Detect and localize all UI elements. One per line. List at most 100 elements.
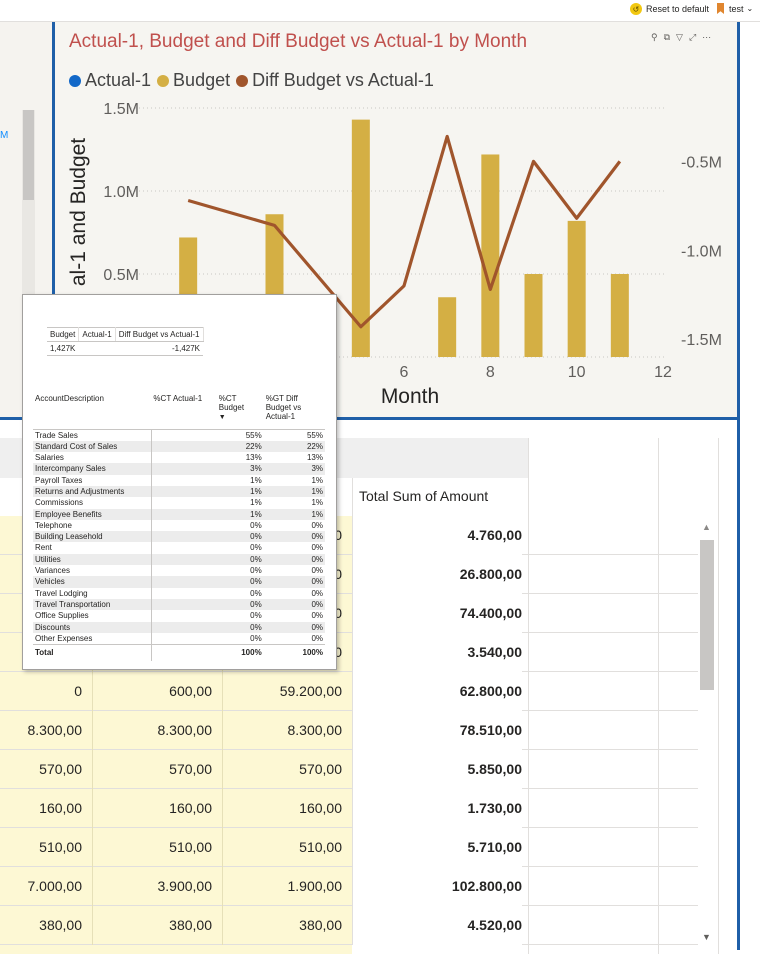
table-row[interactable]: 380,00 380,00 380,00 4.520,00	[0, 906, 698, 945]
tooltip-col-header: %GT Diff Budget vs Actual-1	[263, 393, 325, 430]
bookmark-icon	[717, 3, 724, 14]
chart-legend: Actual-1 Budget Diff Budget vs Actual-1	[69, 70, 440, 91]
percent-cell: 0%	[311, 566, 323, 576]
scroll-up-icon[interactable]: ▲	[702, 522, 711, 532]
amount-cell: 160,00	[39, 800, 82, 816]
table-row[interactable]: 570,00 570,00 570,00 5.850,00	[0, 750, 698, 789]
percent-cell: 3%	[216, 463, 264, 475]
percent-cell: 1%	[250, 498, 262, 508]
top-toolbar: ↺ Reset to default test ⌄	[0, 0, 760, 22]
percent-cell: 0%	[311, 520, 323, 530]
account-name-cell: Standard Cost of Sales	[33, 440, 152, 453]
account-name-cell: Variances	[33, 565, 152, 577]
percent-cell	[151, 565, 216, 576]
more-options-icon[interactable]: ⋯	[702, 32, 712, 42]
tooltip-table-row: Trade Sales 55% 55%	[33, 429, 325, 441]
amount-cell: 380,00	[222, 906, 342, 945]
legend-item-diff[interactable]: Diff Budget vs Actual-1	[236, 70, 434, 91]
column-header-total-sum[interactable]: Total Sum of Amount	[352, 478, 528, 516]
amount-cell: 8.300,00	[222, 711, 342, 750]
account-name-cell: Employee Benefits	[33, 508, 152, 520]
bookmark-dropdown[interactable]: test ⌄	[717, 3, 753, 14]
copy-icon[interactable]: ⧉	[663, 32, 671, 42]
percent-cell	[151, 508, 217, 520]
amount-cell: 600,00	[92, 672, 212, 711]
legend-label: Actual-1	[85, 70, 152, 90]
account-name-cell: Returns and Adjustments	[33, 485, 152, 498]
tooltip-total-row: Total 100% 100%	[33, 644, 325, 661]
percent-cell	[151, 553, 217, 566]
percent-cell: 0%	[216, 553, 264, 566]
scroll-down-icon[interactable]: ▼	[702, 932, 711, 942]
reset-to-default-button[interactable]: ↺ Reset to default	[630, 3, 709, 15]
left-scrollbar-thumb[interactable]	[23, 110, 34, 200]
matrix-scrollbar[interactable]: ▲ ▼	[698, 520, 716, 950]
total-amount-cell: 4.760,00	[352, 516, 522, 555]
tooltip-table-row: Vehicles 0% 0%	[33, 576, 325, 588]
sort-descending-icon: ▼	[218, 414, 226, 421]
amount-cell: 160,00	[222, 789, 342, 828]
percent-cell	[151, 485, 217, 498]
account-name-cell: Office Supplies	[33, 610, 152, 622]
tooltip-table-row: Standard Cost of Sales 22% 22%	[33, 440, 325, 453]
percent-cell	[151, 429, 216, 441]
legend-dot-diff	[236, 74, 249, 87]
percent-cell: 0%	[263, 598, 325, 611]
table-row[interactable]: 510,00 510,00 510,00 5.710,00	[0, 828, 698, 867]
total-amount-cell: 5.850,00	[352, 750, 522, 789]
tooltip-value: 1,427K	[47, 341, 79, 356]
budget-bar	[438, 297, 457, 357]
amount-cell: 510,00	[92, 828, 212, 867]
legend-item-actual[interactable]: Actual-1	[69, 70, 151, 91]
tooltip-table-row: Discounts 0% 0%	[33, 621, 325, 633]
account-name-cell: Total	[33, 644, 152, 661]
percent-cell	[151, 475, 216, 486]
percent-cell: 1%	[263, 485, 325, 498]
table-row[interactable]: 0 4.760,00	[0, 516, 698, 555]
percent-cell	[151, 452, 216, 463]
pin-icon[interactable]: ⚲	[651, 32, 658, 42]
focus-mode-icon[interactable]: ⤢	[688, 32, 697, 42]
legend-item-budget[interactable]: Budget	[157, 70, 230, 91]
tooltip-account-table: AccountDescription %CT Actual-1 %CT Budg…	[33, 393, 325, 661]
percent-cell	[151, 531, 217, 543]
account-name-cell: Telephone	[33, 519, 152, 532]
budget-bar	[567, 220, 586, 357]
legend-dot-budget	[157, 74, 170, 87]
table-row[interactable]: 7074.400,00	[0, 594, 698, 633]
account-name-cell: Travel Lodging	[33, 587, 152, 599]
percent-cell	[151, 621, 217, 633]
table-row[interactable]: 0 3.540,00	[0, 633, 698, 672]
percent-cell	[151, 644, 217, 661]
percent-cell: 0%	[263, 531, 325, 543]
amount-cell: 570,00	[92, 750, 212, 789]
chart-tooltip: Budget Actual-1 Diff Budget vs Actual-1 …	[22, 294, 337, 670]
percent-cell: 0%	[216, 621, 264, 633]
amount-cell: 1.900,00	[222, 867, 342, 906]
percent-cell: 0%	[216, 598, 264, 611]
total-amount-cell: 1.730,00	[352, 789, 522, 828]
matrix-scrollbar-thumb[interactable]	[700, 540, 714, 690]
percent-cell: 0%	[263, 621, 325, 633]
tooltip-table-row: Returns and Adjustments 1% 1%	[33, 485, 325, 498]
percent-cell: 0%	[250, 633, 262, 643]
table-row[interactable]: 8.300,00 8.300,00 8.300,00 78.510,00	[0, 711, 698, 750]
table-row[interactable]: 0 600,00 59.200,00 62.800,00	[0, 672, 698, 711]
y-axis-label: al-1 and Budget	[67, 138, 90, 286]
percent-cell: 1%	[311, 498, 323, 508]
table-row[interactable]: 2026.800,00	[0, 555, 698, 594]
total-amount-cell: 3.540,00	[352, 633, 522, 672]
total-amount-cell: 62.800,00	[352, 672, 522, 711]
account-name-cell: Intercompany Sales	[33, 463, 152, 475]
table-row[interactable]: 160,00 160,00 160,00 1.730,00	[0, 789, 698, 828]
tooltip-table-row: Utilities 0% 0%	[33, 553, 325, 566]
bookmark-label: test	[729, 3, 744, 14]
percent-cell: 1%	[250, 475, 262, 485]
filter-icon[interactable]: ▽	[676, 32, 683, 42]
amount-cell: 510,00	[222, 828, 342, 867]
percent-cell: 0%	[250, 611, 262, 621]
tooltip-col-header-text: %CT Budget	[218, 394, 245, 412]
table-row[interactable]: 7.000,00 3.900,00 1.900,00 102.800,00	[0, 867, 698, 906]
account-name-cell: Rent	[33, 542, 152, 554]
percent-cell: 55%	[245, 430, 262, 440]
